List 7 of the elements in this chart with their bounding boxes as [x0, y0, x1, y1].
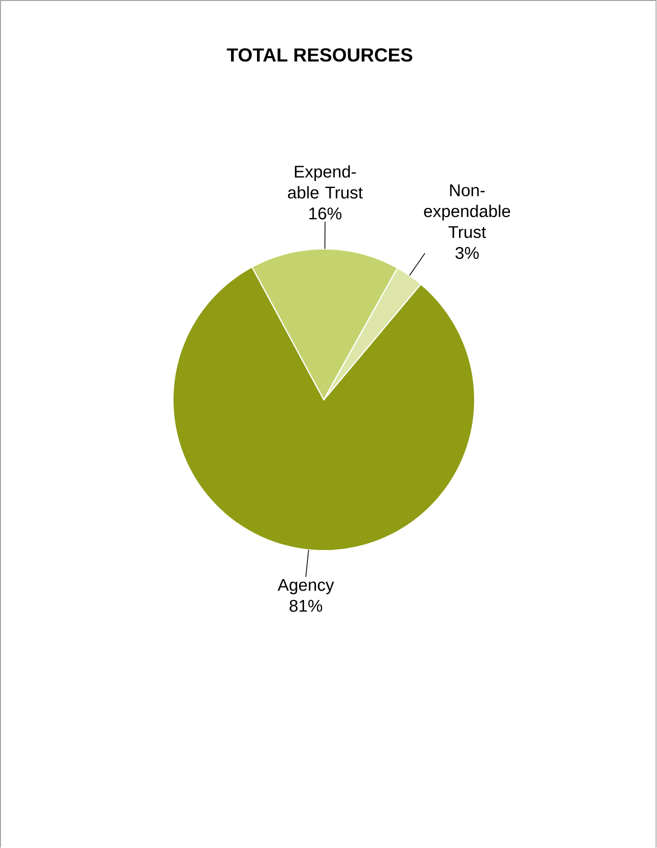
chart-title: TOTAL RESOURCES	[227, 48, 412, 62]
slice-label: Expend-able Trust	[288, 165, 363, 199]
slice-label: Agency	[278, 579, 334, 594]
data-label: 81%	[290, 600, 322, 612]
data-label: 3%	[456, 246, 479, 259]
data-label: 16%	[310, 207, 342, 220]
slice-label: Non-expendable Trust	[424, 184, 510, 238]
